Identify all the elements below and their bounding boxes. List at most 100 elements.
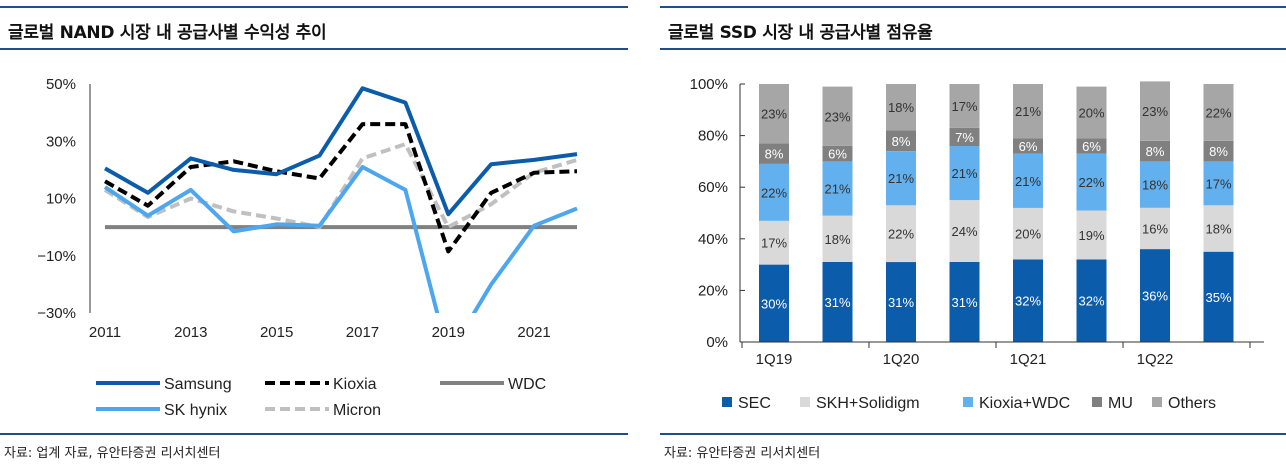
left-chart-panel: 글로벌 NAND 시장 내 공급사별 수익성 추이 50% 30% 10% −10% −…	[0, 0, 628, 469]
bar-segment-kioxia-wdc	[1013, 153, 1043, 208]
y-tick-label: 50%	[46, 76, 76, 93]
bar-label: 18%	[1205, 222, 1231, 237]
bar-label: 23%	[761, 107, 787, 122]
bar-segment-sec	[1013, 259, 1043, 342]
bar-label: 22%	[1078, 175, 1104, 190]
bar-segment-skh-solidigm	[949, 200, 980, 262]
y-tick-label: 40%	[698, 231, 728, 248]
bar-segment-kioxia-wdc	[1140, 161, 1170, 208]
y-tick-label: 0%	[706, 334, 728, 351]
bar-label: 6%	[1019, 139, 1038, 154]
bar-label: 31%	[824, 295, 850, 310]
x-tick-label: 2019	[432, 324, 465, 341]
bar-label: 32%	[1078, 294, 1104, 309]
bar-label: 21%	[1015, 174, 1041, 189]
bar-label: 6%	[1082, 139, 1101, 154]
x-tick-label: 1Q19	[756, 351, 793, 368]
bar-label: 20%	[1078, 105, 1104, 120]
bottom-rule	[0, 433, 628, 435]
bar-label: 21%	[951, 166, 977, 181]
legend-label-kioxia-wdc: Kioxia+WDC	[979, 395, 1070, 412]
bar-segment-skh-solidigm	[1203, 205, 1234, 252]
y-tick-label: 20%	[698, 282, 728, 299]
bar-label: 18%	[824, 232, 850, 247]
x-tick-label: 2021	[517, 324, 550, 341]
legend-label-samsung: Samsung	[164, 376, 232, 393]
series-line-micron	[103, 142, 578, 230]
bar-label: 21%	[1015, 104, 1041, 119]
top-rule	[0, 6, 628, 8]
bar-label: 7%	[955, 130, 974, 145]
plot-area	[103, 86, 578, 313]
bar-segment-sec	[886, 262, 916, 342]
bar-label: 21%	[888, 171, 914, 186]
bar-segment-kioxia-wdc	[759, 164, 789, 221]
bar-segment-others	[759, 84, 789, 144]
bar-segment-others	[1013, 84, 1043, 139]
bar-segment-mu	[1140, 140, 1170, 162]
series-line-sk-hynix	[103, 165, 578, 313]
bar-label: 23%	[824, 109, 850, 124]
right-chart-panel: 글로벌 SSD 시장 내 공급사별 점유율 100% 80% 60% 40% 20% 0%…	[660, 0, 1286, 469]
bar-label: 19%	[1078, 228, 1104, 243]
bar-segment-mu	[1013, 138, 1043, 154]
bar-segment-skh-solidigm	[1013, 207, 1043, 260]
bar-segment-sec	[759, 264, 789, 342]
bar-label: 16%	[1142, 222, 1168, 237]
bar-segment-sec	[949, 262, 980, 342]
bar-segment-skh-solidigm	[1140, 207, 1170, 250]
bar-label: 31%	[951, 295, 977, 310]
bar-segment-skh-solidigm	[1076, 210, 1107, 260]
bar-label: 35%	[1205, 290, 1231, 305]
x-tick-label: 2011	[89, 324, 121, 341]
bar-segment-skh-solidigm	[886, 205, 916, 263]
bar-label: 6%	[828, 147, 847, 162]
bar-segment-others	[822, 86, 853, 146]
bar-label: 18%	[888, 100, 914, 115]
bar-label: 20%	[1015, 227, 1041, 242]
stacked-bar-chart: 100% 80% 60% 40% 20% 0% 30% 17% 22% 8% 23% 31% 18% 21…	[690, 76, 1264, 412]
legend-label-sk-hynix: SK hynix	[164, 402, 227, 419]
bar-label: 22%	[1205, 105, 1231, 120]
legend-swatch-kioxia-wdc	[963, 397, 973, 407]
bar-segment-mu	[1076, 138, 1107, 154]
bar-segment-mu	[822, 145, 853, 162]
bar-segment-others	[1076, 86, 1107, 139]
x-tick-label: 2013	[174, 324, 207, 341]
legend-label-micron: Micron	[333, 402, 381, 419]
bar-segment-others	[886, 84, 916, 131]
bar-segment-skh-solidigm	[822, 215, 853, 262]
legend-label-others: Others	[1168, 395, 1216, 412]
bar-label: 22%	[888, 227, 914, 242]
bar-label: 17%	[761, 236, 787, 251]
bar-segment-mu	[1203, 140, 1234, 162]
bar-segment-mu	[886, 130, 916, 151]
legend-label-sec: SEC	[738, 395, 771, 412]
x-tick-label: 2017	[346, 324, 379, 341]
line-chart: 50% 30% 10% −10% −30% 2011 2013 2015 2017 2019 202…	[37, 76, 578, 419]
x-tick-label: 1Q22	[1137, 351, 1174, 368]
bar-segment-others	[949, 84, 980, 128]
y-tick-label: 60%	[698, 179, 728, 196]
source-note: 자료: 업계 자료, 유안타증권 리서치센터	[4, 446, 221, 461]
bar-label: 22%	[761, 185, 787, 200]
chart-title: 글로벌 NAND 시장 내 공급사별 수익성 추이	[8, 23, 327, 43]
bar-label: 8%	[1209, 144, 1228, 159]
bar-label: 17%	[951, 99, 977, 114]
bar-segment-others	[1140, 81, 1170, 141]
bar-segment-others	[1203, 84, 1234, 141]
bar-label: 8%	[765, 147, 784, 162]
bar-segment-sec	[1076, 259, 1107, 342]
bar-segment-kioxia-wdc	[822, 161, 853, 216]
title-rule	[0, 48, 628, 50]
bar-label: 36%	[1142, 289, 1168, 304]
bottom-rule	[660, 433, 1286, 435]
bar-label: 17%	[1205, 176, 1231, 191]
bar-label: 21%	[824, 182, 850, 197]
legend-swatch-mu	[1092, 397, 1102, 407]
bar-label: 18%	[1142, 178, 1168, 193]
bar-label: 32%	[1015, 294, 1041, 309]
chart-title: 글로벌 SSD 시장 내 공급사별 점유율	[668, 23, 933, 43]
bar-segment-mu	[759, 143, 789, 164]
legend-label-wdc: WDC	[508, 376, 546, 393]
